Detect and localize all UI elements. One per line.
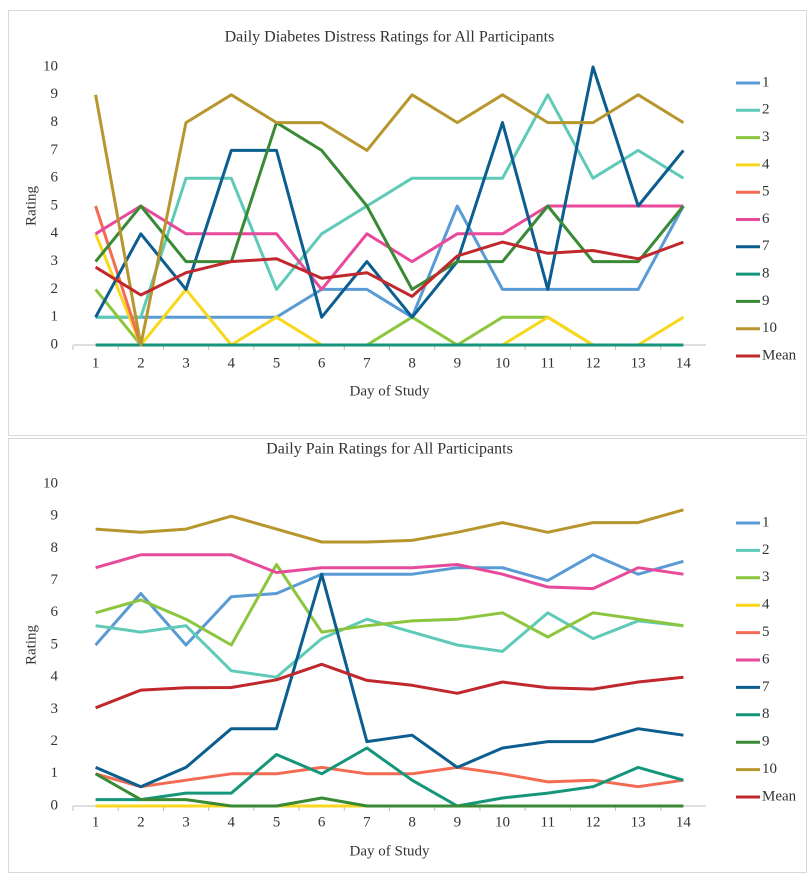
x-tick-label: 4 — [228, 814, 236, 830]
y-tick-label: 9 — [51, 86, 59, 102]
x-tick-label: 1 — [92, 814, 100, 830]
y-tick-label: 8 — [51, 114, 59, 130]
x-axis-title: Day of Study — [350, 383, 430, 399]
legend-label: 6 — [762, 651, 770, 667]
x-tick-label: 4 — [228, 355, 236, 371]
x-tick-label: 10 — [495, 814, 510, 830]
y-axis-title: Rating — [23, 625, 39, 665]
x-tick-label: 14 — [676, 814, 692, 830]
series-line — [95, 765, 684, 789]
x-tick-label: 1 — [92, 355, 100, 371]
x-tick-label: 11 — [541, 355, 555, 371]
legend-label: 10 — [762, 761, 777, 777]
series-line — [95, 662, 684, 710]
series-line — [95, 553, 684, 591]
y-tick-label: 1 — [51, 765, 59, 781]
chart-title: Daily Diabetes Distress Ratings for All … — [225, 29, 555, 46]
series-line — [94, 772, 684, 808]
series-line — [94, 93, 685, 347]
legend-label: 7 — [762, 238, 770, 254]
series-line — [95, 563, 684, 647]
y-tick-label: 0 — [51, 797, 59, 813]
x-tick-label: 12 — [585, 814, 600, 830]
legend-label: 3 — [762, 569, 770, 585]
x-axis-title: Day of Study — [350, 843, 430, 859]
y-tick-label: 9 — [51, 508, 59, 524]
x-tick-label: 13 — [631, 814, 646, 830]
x-tick-label: 9 — [454, 814, 462, 830]
y-tick-label: 7 — [51, 142, 59, 158]
y-tick-label: 5 — [51, 197, 59, 213]
chart-title: Daily Pain Ratings for All Participants — [266, 441, 513, 458]
x-tick-label: 3 — [182, 814, 190, 830]
y-tick-label: 6 — [51, 604, 59, 620]
legend-label: 1 — [762, 514, 770, 530]
series-line — [95, 611, 684, 679]
x-tick-label: 7 — [363, 355, 371, 371]
y-tick-label: 0 — [51, 336, 59, 352]
legend-label: 5 — [762, 624, 770, 640]
x-tick-label: 8 — [408, 355, 416, 371]
legend-label: 3 — [762, 129, 770, 145]
x-tick-label: 5 — [273, 814, 281, 830]
x-tick-label: 3 — [182, 355, 190, 371]
y-tick-label: 2 — [51, 733, 59, 749]
y-tick-label: 8 — [51, 540, 59, 556]
y-axis-title: Rating — [23, 186, 39, 226]
legend-label: 6 — [762, 211, 770, 227]
legend-label: Mean — [762, 788, 797, 804]
y-tick-label: 7 — [51, 572, 59, 588]
y-tick-label: 10 — [43, 58, 58, 74]
x-tick-label: 2 — [137, 814, 145, 830]
x-tick-label: 12 — [585, 355, 600, 371]
y-tick-label: 1 — [51, 309, 59, 325]
x-tick-label: 9 — [454, 355, 462, 371]
series-line — [95, 204, 685, 319]
series-line — [95, 508, 684, 544]
y-tick-label: 3 — [51, 253, 59, 269]
legend-label: 9 — [762, 734, 770, 750]
legend-label: Mean — [762, 347, 797, 363]
x-tick-label: 14 — [676, 355, 692, 371]
series-line — [95, 93, 685, 319]
x-tick-label: 6 — [318, 355, 326, 371]
series-line — [94, 553, 684, 647]
y-tick-label: 4 — [51, 225, 59, 241]
series-line — [94, 240, 684, 298]
x-tick-label: 8 — [408, 814, 416, 830]
y-tick-label: 4 — [51, 669, 59, 685]
legend-label: 10 — [762, 320, 777, 336]
x-tick-label: 10 — [495, 355, 510, 371]
legend-label: 5 — [762, 184, 770, 200]
legend-label: 4 — [762, 156, 770, 172]
legend-label: 2 — [762, 542, 770, 558]
x-tick-label: 5 — [273, 355, 281, 371]
y-tick-label: 3 — [51, 701, 59, 717]
y-tick-label: 2 — [51, 281, 59, 297]
legend-label: 2 — [762, 102, 770, 118]
legend-label: 9 — [762, 293, 770, 309]
y-tick-label: 6 — [51, 170, 59, 186]
x-tick-label: 6 — [318, 814, 326, 830]
legend-label: 4 — [762, 597, 770, 613]
x-tick-label: 13 — [631, 355, 646, 371]
legend-label: 8 — [762, 266, 770, 282]
legend-label: 8 — [762, 706, 770, 722]
legend-label: 7 — [762, 679, 770, 695]
series-line — [95, 746, 684, 808]
y-tick-label: 10 — [43, 475, 58, 491]
series-line — [95, 572, 684, 789]
x-tick-label: 2 — [137, 355, 145, 371]
x-tick-label: 11 — [541, 814, 555, 830]
x-tick-label: 7 — [363, 814, 371, 830]
y-tick-label: 5 — [51, 636, 59, 652]
series-line — [94, 65, 685, 319]
legend-label: 1 — [762, 74, 770, 90]
